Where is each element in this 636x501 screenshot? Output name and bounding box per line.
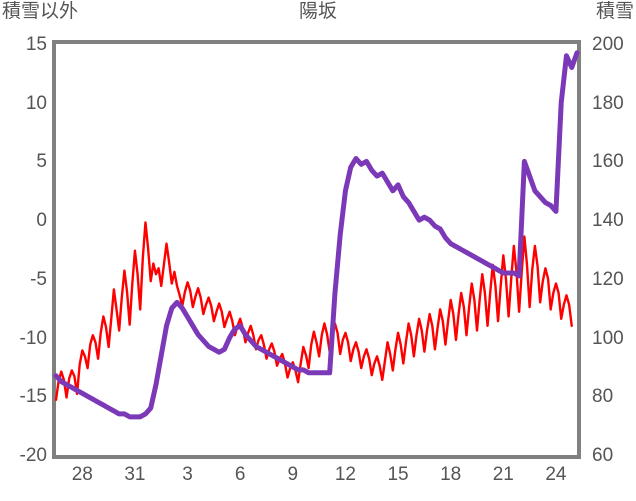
y-left-tick-label: 10 — [25, 92, 47, 114]
series-line — [53, 50, 580, 420]
x-tick-label: 6 — [234, 464, 246, 485]
x-axis: 28 31 3 6 9 12 15 18 21 24 — [52, 463, 581, 497]
plot-frame — [52, 40, 581, 459]
y-right-tick-label: 140 — [592, 210, 624, 232]
y-right-tick-label: 180 — [592, 92, 624, 114]
y-right-tick-label: 200 — [592, 34, 624, 55]
chart-title: 陽坂 — [298, 1, 337, 22]
x-tick-label: 3 — [182, 464, 193, 485]
plot-area — [52, 40, 581, 459]
x-tick-label: 21 — [492, 464, 514, 485]
y-left-tick-label: 5 — [36, 151, 47, 173]
series-line — [54, 221, 573, 402]
y-axis-left: 15 10 5 0 -5 -10 -15 -20 — [0, 35, 47, 465]
x-tick-label: 12 — [334, 464, 356, 485]
y-right-tick-label: 120 — [592, 268, 624, 290]
y-left-tick-label: -15 — [19, 386, 47, 408]
y-left-tick-label: -20 — [19, 445, 47, 466]
x-tick-label: 15 — [387, 464, 409, 485]
y-left-tick-label: 0 — [36, 210, 47, 232]
x-tick-label: 9 — [287, 464, 299, 485]
y-right-tick-label: 60 — [592, 445, 614, 466]
left-axis-title: 積雪以外 — [2, 1, 79, 22]
x-tick-label: 24 — [545, 464, 567, 485]
y-right-tick-label: 160 — [592, 151, 624, 173]
y-left-tick-label: -10 — [19, 327, 47, 349]
y-right-tick-label: 80 — [592, 386, 614, 408]
series-lines — [53, 50, 580, 420]
y-right-tick-label: 100 — [592, 327, 624, 349]
x-tick-label: 28 — [71, 464, 93, 485]
y-left-tick-label: -5 — [30, 268, 47, 290]
y-axis-right: 200 180 160 140 120 100 80 60 — [586, 35, 636, 465]
y-left-tick-label: 15 — [25, 34, 47, 55]
x-tick-label: 18 — [440, 464, 462, 485]
x-tick-label: 31 — [124, 464, 146, 485]
right-axis-title: 積雪 — [595, 1, 634, 22]
